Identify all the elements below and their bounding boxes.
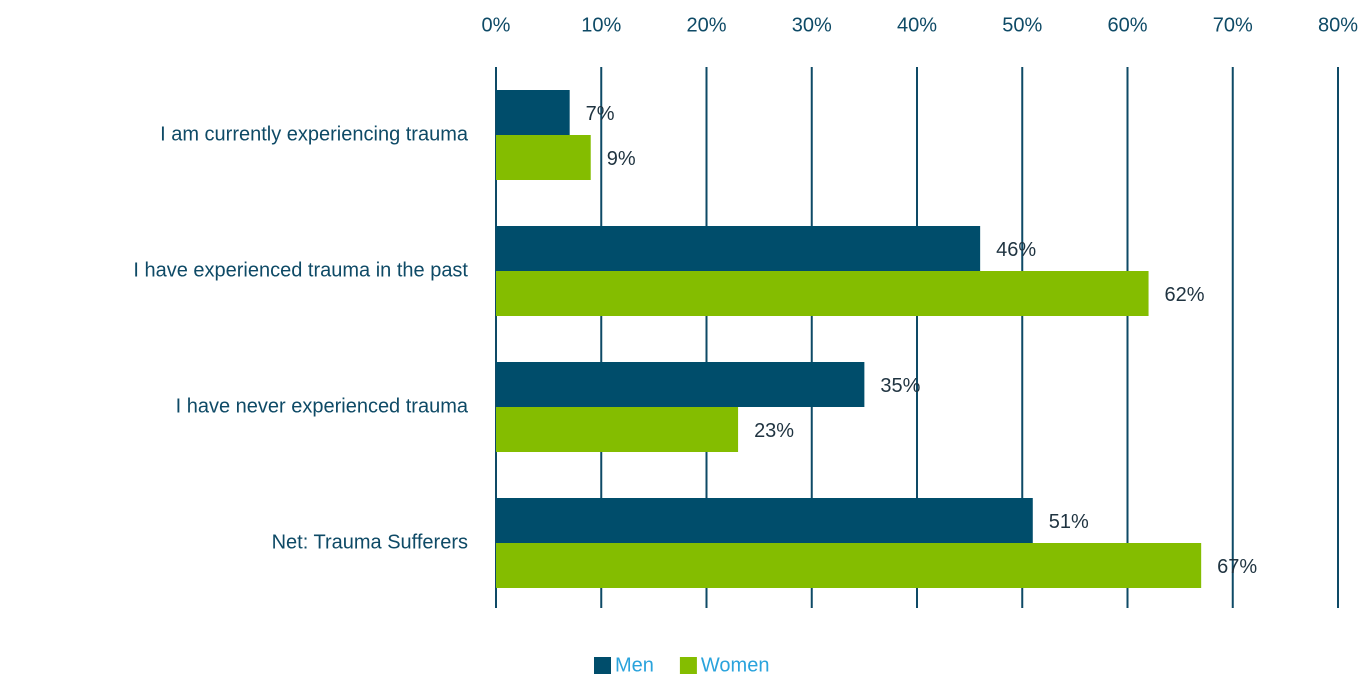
value-label: 62%: [1165, 284, 1205, 306]
legend-swatch: [594, 657, 611, 674]
category-label: I have never experienced trauma: [176, 395, 469, 417]
value-label: 67%: [1217, 556, 1257, 578]
x-tick-label: 0%: [482, 14, 511, 36]
bar: [496, 362, 865, 407]
bar: [496, 90, 570, 135]
category-label: I have experienced trauma in the past: [133, 259, 468, 281]
category-label: Net: Trauma Sufferers: [272, 531, 468, 553]
legend-swatch: [679, 657, 697, 674]
value-label: 35%: [880, 375, 920, 397]
bar: [496, 543, 1202, 588]
x-tick-label: 40%: [897, 14, 937, 36]
x-tick-label: 80%: [1318, 14, 1358, 36]
x-tick-label: 20%: [686, 14, 726, 36]
value-label: 51%: [1049, 511, 1089, 533]
value-label: 46%: [996, 239, 1036, 261]
x-tick-label: 70%: [1213, 14, 1253, 36]
bar: [496, 407, 739, 452]
value-label: 9%: [607, 148, 636, 170]
x-tick-label: 10%: [581, 14, 621, 36]
value-label: 23%: [754, 420, 794, 442]
bar: [496, 498, 1033, 543]
x-tick-label: 60%: [1107, 14, 1147, 36]
x-tick-label: 30%: [792, 14, 832, 36]
legend-label: Men: [615, 654, 654, 675]
bar: [496, 271, 1149, 316]
legend-label: Women: [701, 654, 770, 675]
x-tick-label: 50%: [1002, 14, 1042, 36]
bar: [496, 226, 981, 271]
category-label: I am currently experiencing trauma: [160, 123, 469, 145]
bar: [496, 135, 591, 180]
value-label: 7%: [586, 103, 615, 125]
